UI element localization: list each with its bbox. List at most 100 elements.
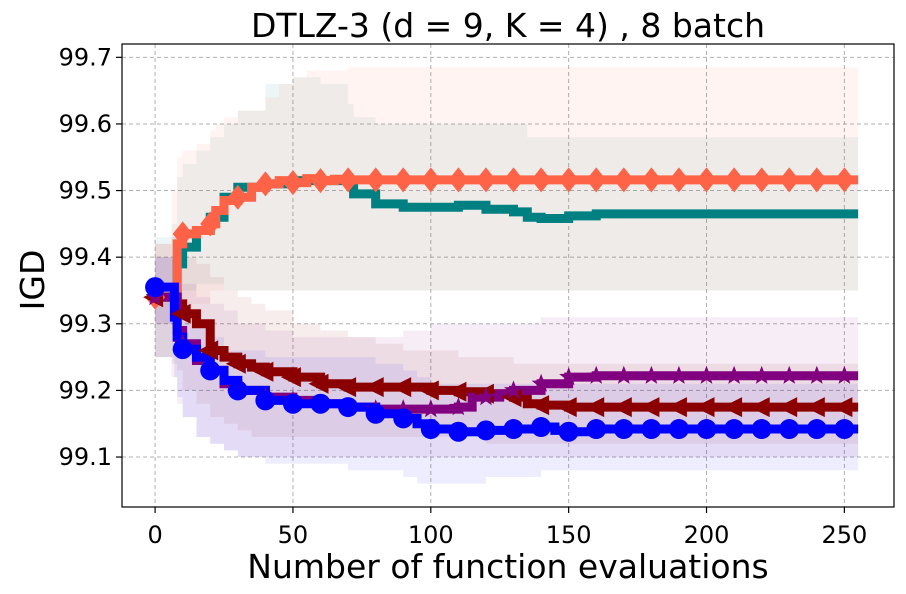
purple-marker [807, 365, 827, 384]
blue-marker [200, 360, 221, 381]
x-tick-label: 0 [147, 521, 162, 549]
purple-marker [448, 397, 468, 416]
darkred-marker [694, 397, 715, 418]
purple-marker [586, 365, 606, 384]
tomato-marker [172, 221, 193, 247]
darkred-marker [722, 397, 743, 418]
blue-marker [338, 397, 359, 418]
tomato-marker [751, 167, 772, 193]
y-tick-label: 99.1 [59, 443, 112, 471]
blue-marker [172, 339, 193, 360]
tomato-marker [668, 167, 689, 193]
purple-marker [752, 365, 772, 384]
x-tick-label: 150 [546, 521, 592, 549]
blue-marker [531, 417, 552, 438]
x-tick-label: 250 [821, 521, 867, 549]
darkred-marker [529, 395, 550, 416]
tomato-marker [448, 167, 469, 193]
darkred-marker [832, 397, 853, 418]
blue-marker [834, 419, 855, 440]
tomato-marker [531, 167, 552, 193]
chart-title: DTLZ-3 (d = 9, K = 4) , 8 batch [251, 6, 765, 45]
tomato-band [155, 67, 859, 324]
purple-marker [697, 365, 716, 384]
purple-marker [504, 380, 523, 399]
teal-band [155, 77, 859, 358]
darkred-marker [225, 353, 246, 374]
blue-marker [779, 419, 800, 440]
blue-marker [448, 421, 469, 442]
darkred-marker [308, 373, 329, 394]
y-tick-label: 99.5 [59, 177, 112, 205]
blue-marker [503, 419, 524, 440]
darkred-marker [584, 397, 605, 418]
blue-marker [641, 419, 662, 440]
y-tick-label: 99.6 [59, 110, 112, 138]
tomato-marker [724, 167, 745, 193]
darkred-marker [391, 377, 412, 398]
darkred-marker [280, 367, 301, 388]
tomato-marker [310, 168, 331, 194]
y-axis-label: IGD [13, 250, 52, 311]
blue-marker [365, 403, 386, 424]
tomato-marker [282, 170, 303, 196]
y-tick-label: 99.7 [59, 43, 112, 71]
tomato-marker [834, 167, 855, 193]
darkred-marker [253, 361, 274, 382]
purple-marker [476, 387, 496, 406]
darkred-marker [639, 397, 660, 418]
tomato-marker [393, 167, 414, 193]
darkred-marker [666, 397, 687, 418]
darkred-marker [611, 397, 632, 418]
tomato-marker [696, 167, 717, 193]
tomato-marker [200, 211, 221, 237]
purple-marker [834, 365, 854, 384]
purple-marker [614, 365, 634, 384]
darkred-marker [749, 397, 770, 418]
x-axis-label: Number of function evaluations [247, 547, 768, 586]
tomato-marker [806, 167, 827, 193]
tomato-marker [503, 167, 524, 193]
blue-marker [310, 393, 331, 414]
blue-marker [227, 380, 248, 401]
tomato-marker [586, 167, 607, 193]
tomato-marker [255, 171, 276, 197]
darkred-marker [556, 397, 577, 418]
tomato-marker [779, 167, 800, 193]
blue-marker [806, 419, 827, 440]
blue-marker [393, 408, 414, 429]
darkred-marker [804, 397, 825, 418]
darkred-marker [418, 380, 439, 401]
blue-marker [696, 419, 717, 440]
purple-marker [641, 365, 661, 384]
blue-marker [558, 421, 579, 442]
blue-marker [475, 420, 496, 441]
x-tick-label: 200 [684, 521, 730, 549]
blue-marker [751, 419, 772, 440]
purple-marker [669, 365, 689, 384]
axis-ticks: 0 50 100 150 200 250 99.1 99.2 99.3 99.4 99.5 99.6 9… [59, 43, 868, 549]
darkred-marker [777, 397, 798, 418]
blue-marker [613, 419, 634, 440]
darkred-marker [363, 377, 384, 398]
purple-marker [779, 365, 799, 384]
y-tick-label: 99.4 [59, 243, 112, 271]
tomato-marker [338, 167, 359, 193]
darkred-marker [170, 303, 191, 324]
purple-marker [724, 365, 744, 384]
purple-marker [393, 399, 413, 418]
purple-marker [531, 373, 551, 392]
darkred-marker [198, 340, 219, 361]
blue-marker [255, 390, 276, 411]
blue-marker [724, 419, 745, 440]
confidence-bands [155, 67, 859, 484]
darkred-marker [336, 377, 357, 398]
tomato-marker [365, 167, 386, 193]
tomato-marker [227, 184, 248, 210]
blue-marker [282, 393, 303, 414]
series-markers [143, 167, 855, 442]
x-tick-label: 100 [408, 521, 454, 549]
purple-marker [559, 367, 579, 386]
darkred-marker [446, 381, 467, 402]
blue-marker [145, 277, 166, 298]
